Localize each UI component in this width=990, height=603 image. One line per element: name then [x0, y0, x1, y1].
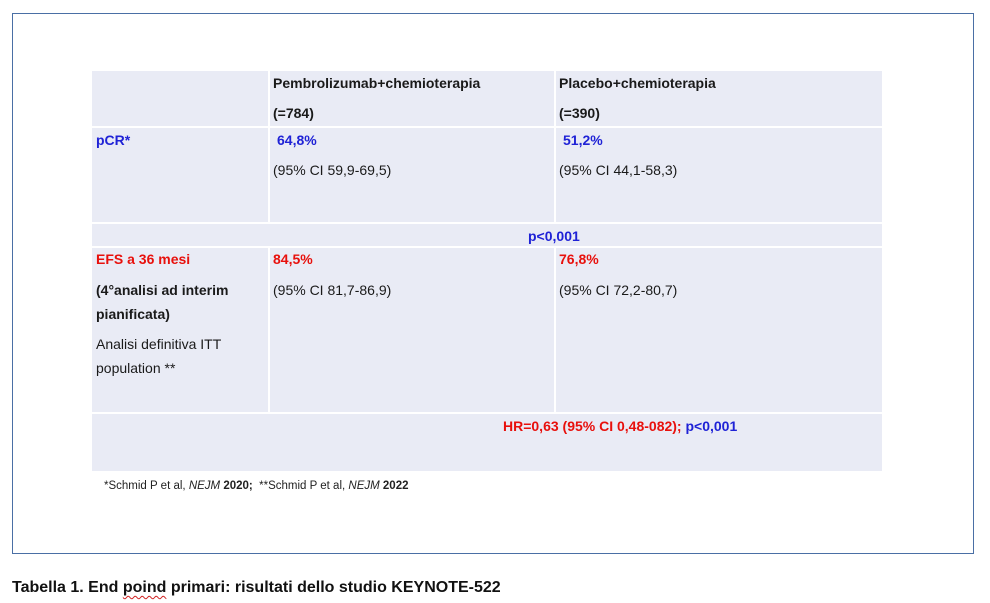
grid-line [92, 246, 882, 248]
table-caption: Tabella 1. End poind primari: risultati … [12, 579, 501, 597]
results-table: Pembrolizumab+chemioterapia (=784) Place… [92, 71, 882, 471]
caption-end: primari: risultati dello studio KEYNOTE-… [166, 579, 501, 596]
efs-hr: HR=0,63 (95% CI 0,48-082); p<0,001 [503, 414, 737, 438]
header-placebo-n: (=390) [559, 105, 600, 121]
ref2-year: 2022 [379, 480, 409, 492]
efs-label: EFS a 36 mesi [96, 251, 191, 267]
grid-line [554, 247, 556, 413]
efs-note: Analisi definitiva ITT population ** [96, 336, 222, 376]
pcr-pembro-ci: (95% CI 59,9-69,5) [273, 162, 392, 178]
references-footnote: *Schmid P et al, NEJM 2020; **Schmid P e… [104, 480, 409, 492]
caption-start: Tabella 1. End [12, 579, 123, 596]
efs-hr-p-value: p<0,001 [685, 418, 738, 434]
pcr-placebo-ci: (95% CI 44,1-58,3) [559, 162, 678, 178]
grid-line [268, 71, 270, 223]
ref1-authors: *Schmid P et al, [104, 480, 189, 492]
pcr-pembro-value: 64,8% [277, 132, 317, 148]
efs-placebo-ci: (95% CI 72,2-80,7) [559, 282, 678, 298]
header-placebo-title: Placebo+chemioterapia [559, 75, 716, 91]
header-pembro: Pembrolizumab+chemioterapia (=784) [273, 71, 480, 125]
efs-sublabel: (4°analisi ad interim pianificata) [96, 282, 229, 322]
ref2-journal: NEJM [348, 480, 380, 492]
efs-pembro-ci: (95% CI 81,7-86,9) [273, 282, 392, 298]
caption-misspelled-word: poind [122, 579, 167, 596]
efs-hr-text: HR=0,63 (95% CI 0,48-082); [503, 418, 682, 434]
efs-pembro-value: 84,5% [273, 251, 313, 267]
header-pembro-n: (=784) [273, 105, 314, 121]
ref1-year: 2020; [220, 480, 253, 492]
grid-line [92, 222, 882, 224]
pcr-p-value: p<0,001 [528, 228, 580, 244]
grid-line [554, 71, 556, 223]
efs-placebo-value: 76,8% [559, 251, 599, 267]
header-pembro-title: Pembrolizumab+chemioterapia [273, 75, 481, 91]
ref1-journal: NEJM [188, 480, 221, 492]
ref2-authors: **Schmid P et al, [252, 480, 349, 492]
grid-line [92, 126, 882, 128]
pcr-label: pCR* [96, 132, 131, 148]
grid-line [92, 412, 882, 414]
grid-line [268, 247, 270, 413]
header-placebo: Placebo+chemioterapia (=390) [559, 71, 716, 125]
pcr-placebo-value: 51,2% [563, 132, 603, 148]
